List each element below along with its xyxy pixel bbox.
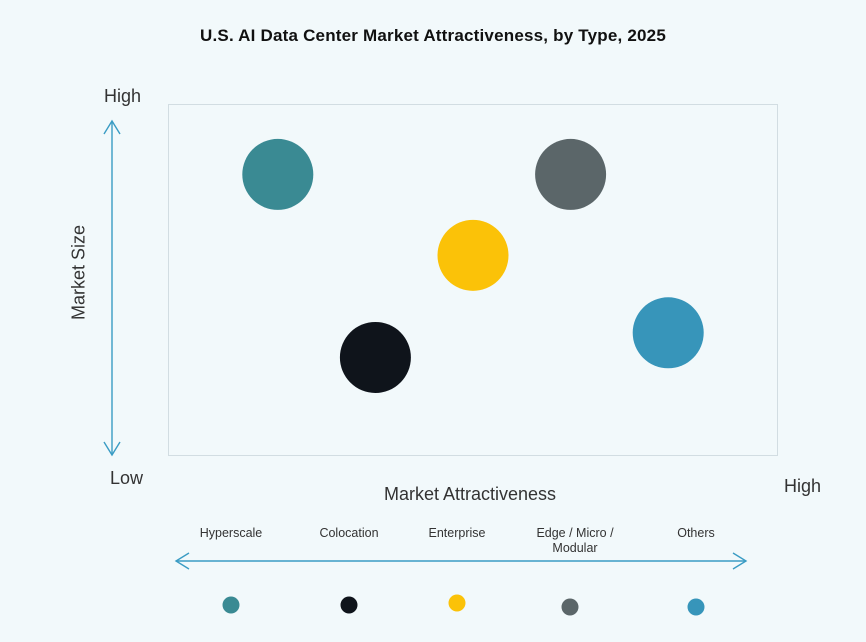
x-axis-high-label: High <box>784 476 822 496</box>
bubble-others <box>632 297 704 369</box>
legend-label-colocation: Colocation <box>319 526 379 540</box>
bubble-colocation <box>339 321 411 393</box>
legend-label-edge-micro-modular: Edge / Micro / Modular <box>536 526 614 555</box>
y-axis-high-label: High <box>104 86 142 106</box>
bubble-hyperscale <box>242 138 314 210</box>
x-axis-title: Market Attractiveness <box>383 484 557 504</box>
legend-dot-enterprise <box>448 594 466 612</box>
legend-arrow <box>174 552 748 570</box>
legend-label-enterprise: Enterprise <box>428 526 486 540</box>
plot-area <box>168 104 778 456</box>
chart-title: U.S. AI Data Center Market Attractivenes… <box>200 26 666 45</box>
legend-dot-colocation <box>340 596 358 614</box>
legend-dot-hyperscale <box>222 596 240 614</box>
bubble-edge-micro-modular <box>535 138 607 210</box>
legend-dot-others <box>687 598 705 616</box>
legend-label-others: Others <box>677 526 715 540</box>
bubble-enterprise <box>437 219 509 291</box>
legend-dot-edge-micro-modular <box>561 598 579 616</box>
y-axis-low-label: Low <box>110 468 144 488</box>
legend-label-hyperscale: Hyperscale <box>199 526 263 540</box>
y-axis-arrow <box>103 119 121 457</box>
